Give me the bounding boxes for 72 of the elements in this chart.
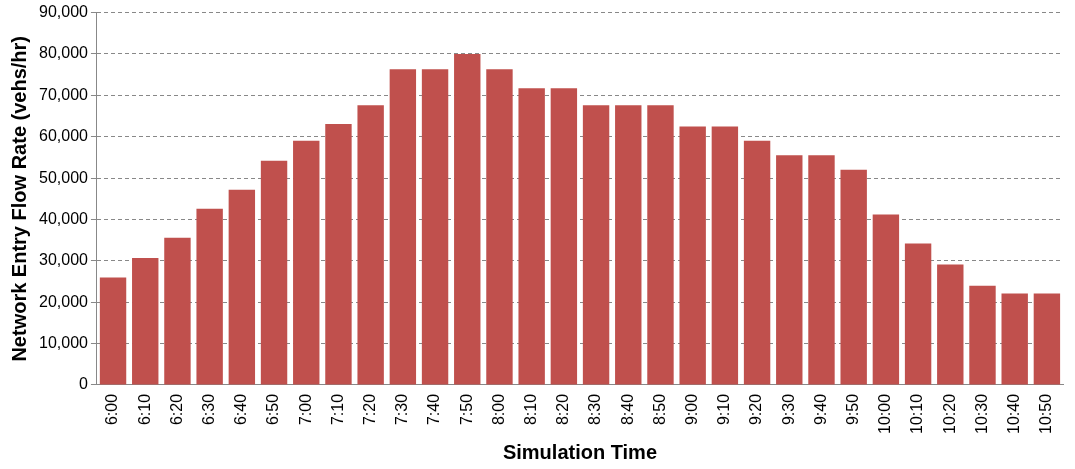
bar — [260, 160, 288, 385]
x-tick-label: 10:20 — [940, 393, 958, 435]
bar — [872, 214, 900, 385]
x-tick-label: 6:10 — [135, 393, 153, 426]
y-tick-label: 20,000 — [39, 292, 89, 310]
x-tick-label: 7:20 — [361, 393, 379, 426]
y-tick-label: 60,000 — [39, 127, 89, 145]
x-tick-label: 10:00 — [876, 393, 894, 435]
x-tick-label: 8:40 — [618, 393, 636, 426]
x-axis-title: Simulation Time — [502, 440, 658, 463]
x-tick-label: 7:40 — [425, 393, 443, 426]
bar — [228, 189, 256, 385]
y-tick-label: 50,000 — [39, 168, 89, 186]
bar — [615, 105, 642, 385]
x-tick-label: 9:10 — [715, 393, 733, 426]
x-tick-label: 7:30 — [393, 393, 411, 426]
y-tick-label: 40,000 — [39, 209, 89, 227]
x-tick-label: 6:30 — [200, 393, 218, 426]
bar — [454, 53, 481, 385]
x-tick-label: 6:40 — [232, 393, 250, 426]
bar — [325, 123, 352, 385]
bar — [808, 155, 835, 385]
bar — [550, 88, 578, 385]
x-tick-label: 8:00 — [489, 393, 507, 426]
x-tick-label: 9:30 — [779, 393, 797, 426]
bar — [647, 105, 674, 385]
bar — [421, 69, 449, 385]
bar — [679, 126, 706, 385]
bar — [196, 208, 223, 385]
x-tick-label: 7:00 — [296, 393, 314, 426]
x-tick-label: 9:00 — [683, 393, 701, 426]
y-tick-label: 70,000 — [39, 85, 89, 103]
x-tick-label: 6:20 — [167, 393, 185, 426]
y-tick-label: 0 — [79, 375, 89, 393]
bar — [969, 285, 996, 385]
bar — [840, 169, 867, 385]
bar — [389, 69, 417, 385]
bar — [904, 243, 932, 385]
x-tick-label: 6:50 — [264, 393, 282, 426]
bar — [937, 264, 964, 385]
bar — [357, 105, 384, 385]
bar — [711, 126, 739, 385]
x-tick-label: 7:50 — [457, 393, 475, 426]
x-tick-label: 9:20 — [747, 393, 765, 426]
bar — [132, 257, 159, 385]
x-tick-label: 10:40 — [1005, 393, 1023, 435]
bar — [486, 69, 513, 385]
x-tick-label: 10:10 — [908, 393, 926, 435]
x-tick-label: 9:40 — [811, 393, 829, 426]
bar — [164, 237, 191, 385]
bar — [99, 277, 127, 385]
y-axis-title: Network Entry Flow Rate (vehs/hr) — [7, 35, 30, 362]
bar — [582, 105, 610, 385]
x-tick-label: 10:50 — [1037, 393, 1055, 435]
bar — [776, 155, 803, 385]
y-tick-label: 80,000 — [39, 44, 89, 62]
x-tick-label: 9:50 — [844, 393, 862, 426]
bar — [1033, 293, 1061, 385]
x-tick-label: 8:10 — [522, 393, 540, 426]
x-tick-label: 7:10 — [328, 393, 346, 426]
x-tick-label: 8:30 — [586, 393, 604, 426]
x-tick-label: 10:30 — [972, 393, 990, 435]
x-tick-label: 8:20 — [554, 393, 572, 426]
x-tick-label: 6:00 — [103, 393, 121, 426]
y-tick-label: 90,000 — [39, 3, 89, 21]
bar — [293, 140, 320, 385]
bar — [1001, 293, 1028, 385]
bar — [518, 88, 545, 385]
bar — [743, 140, 771, 385]
x-tick-label: 8:50 — [650, 393, 668, 426]
y-tick-label: 30,000 — [39, 251, 89, 269]
y-tick-label: 10,000 — [39, 333, 89, 351]
